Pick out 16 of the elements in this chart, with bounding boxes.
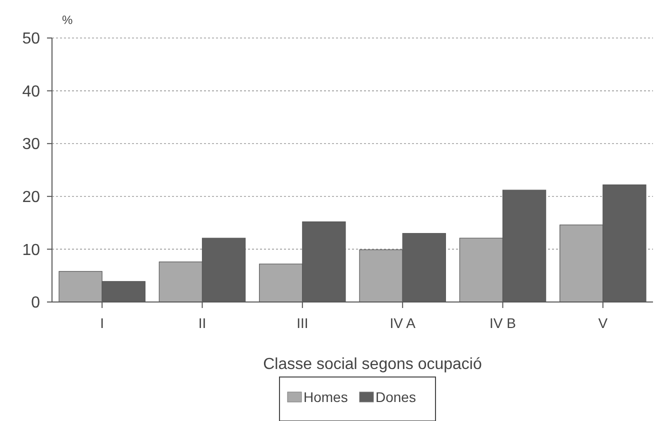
x-axis-title: Classe social segons ocupació: [263, 356, 482, 373]
x-tick-label: I: [100, 315, 104, 331]
x-tick-label: III: [296, 315, 308, 331]
legend-label: Dones: [376, 389, 416, 405]
y-tick-label: 40: [22, 83, 40, 100]
y-tick-label: 50: [22, 30, 40, 48]
x-tick-label: IV B: [490, 315, 516, 331]
y-tick-label: 10: [22, 242, 40, 259]
x-tick-label: IV A: [390, 315, 416, 331]
y-tick-label: 30: [22, 136, 40, 154]
legend-label: Homes: [304, 389, 348, 405]
y-tick-label: 20: [22, 189, 40, 206]
y-axis-title: %: [62, 13, 73, 27]
x-tick-label: V: [598, 315, 608, 331]
y-tick-label: 0: [31, 294, 40, 312]
x-tick-label: II: [198, 315, 206, 331]
